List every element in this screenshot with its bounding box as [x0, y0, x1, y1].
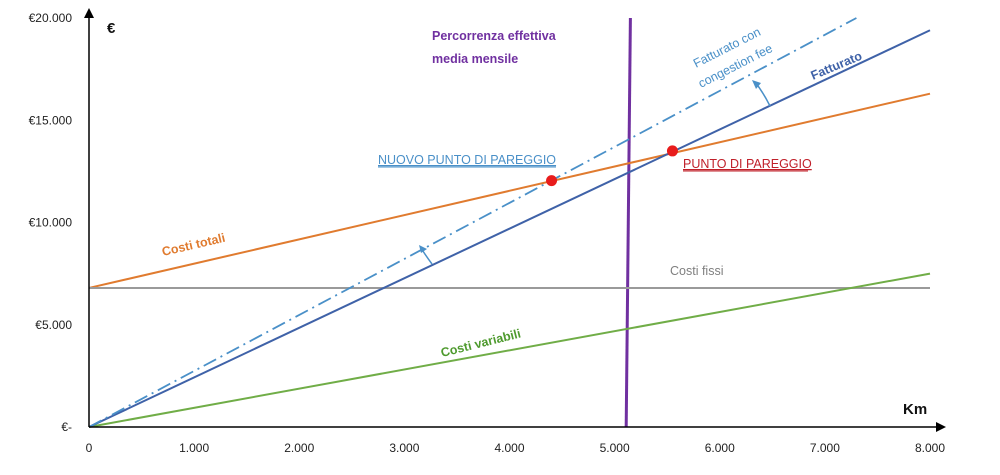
x-tick-label: 3.000 — [389, 441, 419, 455]
costi-totali-label: Costi totali — [161, 231, 227, 259]
axes-layer: 0 1.000 2.000 3.000 4.000 5.000 6.000 7.000 8.00… — [29, 8, 946, 455]
shift-arrow-upper-head — [752, 80, 761, 89]
nuovo-punto-pareggio-marker — [546, 175, 558, 187]
y-tick-label: €15.000 — [29, 113, 73, 127]
series-line-costi-variabili — [88, 272, 931, 428]
x-tick-label: 0 — [86, 441, 93, 455]
x-tick-label: 6.000 — [705, 441, 735, 455]
y-axis-title: € — [107, 20, 116, 37]
punto-pareggio-marker — [666, 145, 678, 157]
shift-arrow-lower-head — [419, 245, 427, 253]
vertical-line-label-1: Percorrenza effettiva — [432, 29, 557, 43]
y-tick-label: €20.000 — [29, 11, 73, 25]
x-axis-title: Km — [903, 401, 927, 418]
series-line-fatturato — [88, 29, 931, 428]
x-tick-label: 8.000 — [915, 441, 945, 455]
marks-layer — [88, 17, 931, 428]
y-tick-label: €5.000 — [35, 318, 72, 332]
x-tick-label: 2.000 — [284, 441, 314, 455]
x-axis-arrow-icon — [936, 422, 946, 432]
y-tick-label: €- — [61, 420, 72, 434]
vertical-line — [624, 17, 632, 428]
series-line-fatturato-con-congestion-fee — [88, 17, 857, 428]
y-axis-arrow-icon — [84, 8, 94, 18]
x-tick-label: 4.000 — [494, 441, 524, 455]
y-tick-label: €10.000 — [29, 216, 73, 230]
x-tick-label: 7.000 — [810, 441, 840, 455]
vertical-line-label-2: media mensile — [432, 52, 518, 66]
series-line-costi-totali — [88, 92, 931, 289]
x-tick-label: 1.000 — [179, 441, 209, 455]
x-tick-label: 5.000 — [600, 441, 630, 455]
costi-fissi-label: Costi fissi — [670, 264, 723, 278]
nuovo-punto-pareggio-label: NUOVO PUNTO DI PAREGGIO — [378, 153, 556, 167]
punto-pareggio-label: PUNTO DI PAREGGIO — [683, 157, 812, 171]
